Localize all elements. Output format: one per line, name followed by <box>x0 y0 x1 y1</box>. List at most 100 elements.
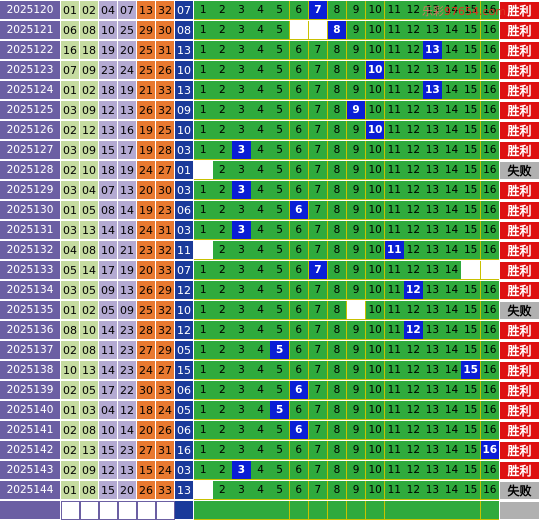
trend-cell-6: 6 <box>289 121 309 140</box>
trend-cell-6: 6 <box>289 221 309 240</box>
trend-cell-3: 3 <box>232 41 252 60</box>
drawn-number: 28 <box>137 321 156 340</box>
table-row: 2025126 02 12 13 16 19 25 10 1 2 3 4 5 6 7 8 9 10 11 12 13 14… <box>0 121 541 140</box>
drawn-number: 09 <box>80 141 99 160</box>
trend-cell-3: 3 <box>232 161 252 180</box>
trend-cell-2: 2 <box>213 141 233 160</box>
trend-cell-11: 11 <box>385 61 405 80</box>
trend-cell-blank <box>308 501 329 520</box>
special-number: 08 <box>175 21 194 40</box>
trend-cell-5: 5 <box>270 361 290 380</box>
trend-cell-8: 8 <box>327 101 348 120</box>
trend-cell-7: 7 <box>308 381 329 400</box>
trend-cell-9: 9 <box>346 281 367 300</box>
trend-cell-13: 13 <box>423 161 443 180</box>
trend-cell-10: 10 <box>365 301 386 320</box>
drawn-number: 32 <box>156 321 175 340</box>
trend-cell-13: 13 <box>423 81 443 100</box>
drawn-number: 29 <box>137 21 156 40</box>
trend-cell-3: 3 <box>232 61 252 80</box>
trend-cell-3: 3 <box>232 201 252 220</box>
trend-cell-12: 12 <box>404 101 424 120</box>
drawn-number: 09 <box>80 461 99 480</box>
drawn-number: 08 <box>80 481 99 500</box>
trend-cell-3: 3 <box>232 361 252 380</box>
trend-cell-10: 10 <box>365 121 386 140</box>
win-badge: 胜利 <box>499 361 540 380</box>
trend-cell-10: 10 <box>365 401 386 420</box>
trend-cell-11: 11 <box>385 221 405 240</box>
trend-cell-3: 3 <box>232 481 252 500</box>
trend-cell-13: 13 <box>423 141 443 160</box>
trend-cell-15: 15 <box>461 321 481 340</box>
trend-cell-5: 5 <box>270 301 290 320</box>
drawn-number: 02 <box>61 381 80 400</box>
trend-cell-7: 7 <box>308 281 329 300</box>
trend-cell-3: 3 <box>232 21 252 40</box>
trend-cell-6: 6 <box>289 281 309 300</box>
trend-cell-15 <box>461 261 481 280</box>
drawn-number: 09 <box>80 61 99 80</box>
trend-cell-4: 4 <box>251 401 271 420</box>
trend-cell-blank <box>232 501 252 520</box>
trend-cell-15: 15 <box>461 281 481 300</box>
trend-cell-14: 14 <box>442 1 462 20</box>
trend-cell-9: 9 <box>346 81 367 100</box>
trend-cell-blank <box>346 501 367 520</box>
trend-cell-2: 2 <box>213 241 233 260</box>
win-badge: 胜利 <box>499 381 540 400</box>
drawn-number: 17 <box>99 261 118 280</box>
trend-cell-1: 1 <box>194 441 214 460</box>
trend-cell-13: 13 <box>423 181 443 200</box>
drawn-number: 01 <box>61 81 80 100</box>
issue-number: 2025126 <box>0 121 61 140</box>
trend-cell-14: 14 <box>442 161 462 180</box>
trend-cell-8: 8 <box>327 261 348 280</box>
trend-cell-8: 8 <box>327 241 348 260</box>
trend-cell-15: 15 <box>461 241 481 260</box>
table-row: 2025133 05 14 17 19 20 33 07 1 2 3 4 5 6 7 8 9 10 11 12 13 14… <box>0 261 541 280</box>
drawn-number: 02 <box>61 441 80 460</box>
drawn-number: 14 <box>99 361 118 380</box>
drawn-number: 14 <box>118 421 137 440</box>
table-row: 2025131 03 13 14 18 24 31 03 1 2 3 4 5 6 7 8 9 10 11 12 13 14… <box>0 221 541 240</box>
trend-cell-6: 6 <box>289 421 309 440</box>
drawn-number: 12 <box>80 121 99 140</box>
drawn-number: 03 <box>80 401 99 420</box>
special-number: 03 <box>175 221 194 240</box>
drawn-number: 05 <box>80 281 99 300</box>
trend-cell-14: 14 <box>442 481 462 500</box>
trend-cell-11: 11 <box>385 421 405 440</box>
table-row: 2025140 01 03 04 12 18 24 05 1 2 3 4 5 6 7 8 9 10 11 12 13 14… <box>0 401 541 420</box>
trend-cell-10: 10 <box>365 21 386 40</box>
special-number: 13 <box>175 81 194 100</box>
drawn-number: 08 <box>80 241 99 260</box>
trend-cell-15: 15 <box>461 221 481 240</box>
trend-cell-11: 11 <box>385 201 405 220</box>
trend-cell-6: 6 <box>289 161 309 180</box>
trend-cell-1: 1 <box>194 101 214 120</box>
issue-number: 2025131 <box>0 221 61 240</box>
drawn-number: 20 <box>137 181 156 200</box>
drawn-number: 13 <box>99 121 118 140</box>
trend-cell-7: 7 <box>308 421 329 440</box>
trend-cell-2: 2 <box>213 261 233 280</box>
trend-cell-9: 9 <box>346 121 367 140</box>
drawn-number: 25 <box>137 301 156 320</box>
trend-cell-13: 13 <box>423 121 443 140</box>
drawn-number: 20 <box>137 261 156 280</box>
trend-cell-8: 8 <box>327 141 348 160</box>
trend-cell-6: 6 <box>289 81 309 100</box>
drawn-number: 05 <box>80 201 99 220</box>
drawn-number: 27 <box>156 361 175 380</box>
trend-cell-6: 6 <box>289 261 309 280</box>
table-row: 2025143 02 09 12 13 15 24 03 1 2 3 4 5 6 7 8 9 10 11 12 13 14… <box>0 461 541 480</box>
drawn-number: 33 <box>156 261 175 280</box>
trend-cell-16: 16 <box>480 161 500 180</box>
drawn-number: 30 <box>137 381 156 400</box>
trend-cell-12: 12 <box>404 201 424 220</box>
win-badge: 胜利 <box>499 441 540 460</box>
trend-cell-14: 14 <box>442 321 462 340</box>
drawn-number: 26 <box>156 421 175 440</box>
trend-cell-14: 14 <box>442 101 462 120</box>
